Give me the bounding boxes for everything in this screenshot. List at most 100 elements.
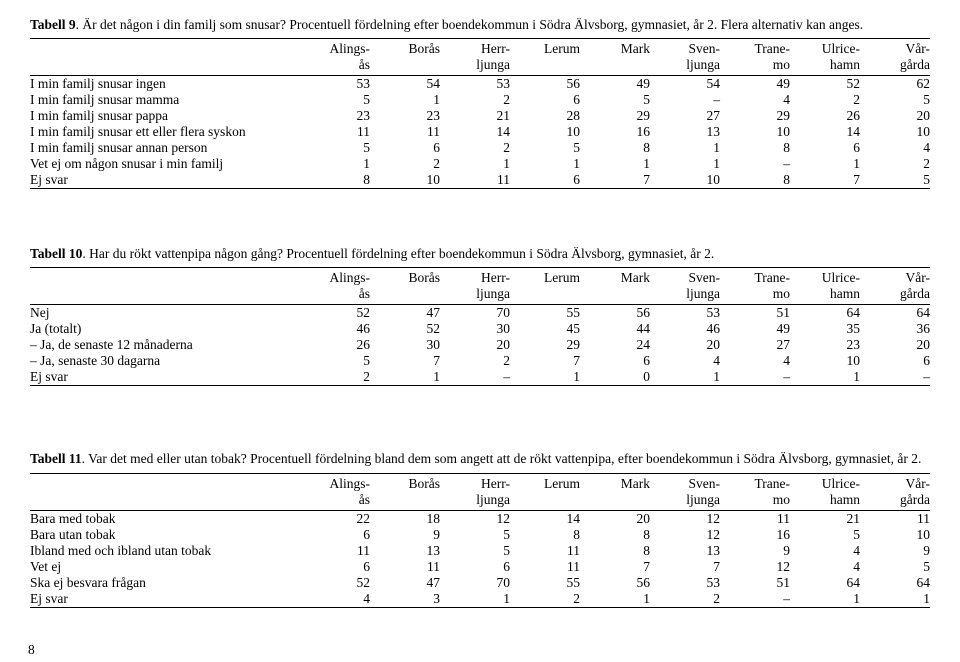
col-h-bot: ljunga (650, 492, 720, 511)
col-h-top: Borås (370, 39, 440, 58)
cell: 26 (790, 108, 860, 124)
cell: – (720, 591, 790, 608)
cell: 53 (650, 305, 720, 322)
row-label: Ibland med och ibland utan tobak (30, 543, 300, 559)
cell: 11 (370, 559, 440, 575)
cell: 2 (650, 591, 720, 608)
cell: 12 (720, 559, 790, 575)
cell: 20 (860, 337, 930, 353)
row-label: I min familj snusar pappa (30, 108, 300, 124)
table-row: Ej svar431212–11 (30, 591, 930, 608)
cell: 5 (860, 559, 930, 575)
cell: 70 (440, 575, 510, 591)
cell: 51 (720, 305, 790, 322)
cell: 2 (370, 156, 440, 172)
cell: 53 (650, 575, 720, 591)
cell: 23 (370, 108, 440, 124)
cell: 2 (440, 140, 510, 156)
cell: 1 (440, 156, 510, 172)
cell: 5 (510, 140, 580, 156)
cell: 12 (650, 527, 720, 543)
table-row: I min familj snusar ingen535453564954495… (30, 76, 930, 93)
col-h-top: Ulrice- (790, 39, 860, 58)
cell: 55 (510, 575, 580, 591)
col-h-bot: ås (300, 492, 370, 511)
cell: 2 (300, 369, 370, 386)
col-h-bot: gårda (860, 57, 930, 76)
cell: 4 (790, 543, 860, 559)
cell: 5 (790, 527, 860, 543)
cell: 2 (510, 591, 580, 608)
cell: 52 (300, 305, 370, 322)
col-h-bot (510, 286, 580, 305)
cell: 53 (300, 76, 370, 93)
cell: 13 (650, 124, 720, 140)
cell: 1 (370, 369, 440, 386)
col-h-top: Alings- (300, 39, 370, 58)
row-label: Ska ej besvara frågan (30, 575, 300, 591)
col-h-top: Lerum (510, 268, 580, 287)
cell: 1 (860, 591, 930, 608)
cell: 6 (510, 92, 580, 108)
cell: 10 (650, 172, 720, 189)
cell: 36 (860, 321, 930, 337)
cell: 47 (370, 305, 440, 322)
table9-caption: Tabell 9. Är det någon i din familj som … (30, 16, 930, 34)
cell: 18 (370, 510, 440, 527)
cell: 5 (440, 527, 510, 543)
col-h-top: Ulrice- (790, 473, 860, 492)
col-h-top: Trane- (720, 39, 790, 58)
cell: 5 (580, 92, 650, 108)
row-label: I min familj snusar annan person (30, 140, 300, 156)
cell: 1 (790, 591, 860, 608)
cell: 2 (790, 92, 860, 108)
table-row: Bara utan tobak695881216510 (30, 527, 930, 543)
cell: 6 (370, 140, 440, 156)
col-h-top: Alings- (300, 473, 370, 492)
table11-caption-rest: . Var det med eller utan tobak? Procentu… (82, 451, 922, 466)
cell: 5 (300, 353, 370, 369)
cell: 20 (860, 108, 930, 124)
table10-caption-rest: . Har du rökt vattenpipa någon gång? Pro… (82, 246, 714, 261)
cell: 30 (440, 321, 510, 337)
col-h-top: Sven- (650, 473, 720, 492)
table-row: I min familj snusar annan person56258186… (30, 140, 930, 156)
col-h-bot: ljunga (440, 492, 510, 511)
cell: 23 (300, 108, 370, 124)
cell: 30 (370, 337, 440, 353)
cell: 8 (580, 543, 650, 559)
row-label: Ja (totalt) (30, 321, 300, 337)
col-h-bot (370, 57, 440, 76)
cell: 24 (580, 337, 650, 353)
col-h-bot: hamn (790, 57, 860, 76)
cell: 45 (510, 321, 580, 337)
col-h-bot: gårda (860, 286, 930, 305)
cell: 28 (510, 108, 580, 124)
col-h-top: Borås (370, 268, 440, 287)
cell: 1 (790, 156, 860, 172)
cell: 52 (790, 76, 860, 93)
table10-caption: Tabell 10. Har du rökt vattenpipa någon … (30, 245, 930, 263)
cell: 56 (580, 575, 650, 591)
table-row: I min familj snusar ett eller flera sysk… (30, 124, 930, 140)
cell: 11 (370, 124, 440, 140)
cell: 4 (860, 140, 930, 156)
cell: 10 (510, 124, 580, 140)
cell: 14 (790, 124, 860, 140)
cell: 5 (300, 92, 370, 108)
cell: 46 (300, 321, 370, 337)
cell: 62 (860, 76, 930, 93)
col-h-top: Sven- (650, 268, 720, 287)
cell: 8 (720, 172, 790, 189)
cell: 12 (440, 510, 510, 527)
row-label: I min familj snusar ett eller flera sysk… (30, 124, 300, 140)
table-row: I min familj snusar mamma51265–425 (30, 92, 930, 108)
col-h-bot: ljunga (650, 57, 720, 76)
table-row: I min familj snusar pappa232321282927292… (30, 108, 930, 124)
cell: 49 (720, 321, 790, 337)
table-row: Ja (totalt)465230454446493536 (30, 321, 930, 337)
row-label: Ej svar (30, 172, 300, 189)
table9-header-empty (30, 39, 300, 58)
col-h-bot: ås (300, 286, 370, 305)
cell: 2 (440, 353, 510, 369)
